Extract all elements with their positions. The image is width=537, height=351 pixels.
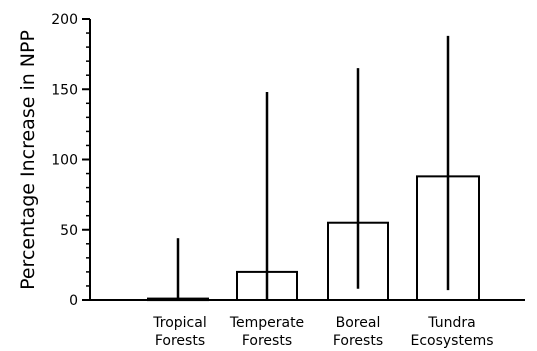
x-category-label-line: Forests [242, 333, 292, 349]
x-category-label: Tropical Forests [152, 315, 206, 349]
x-category-label-line: Ecosystems [410, 333, 493, 349]
x-category-label-line: Forests [155, 333, 205, 349]
x-category-label-line: Forests [333, 333, 383, 349]
y-tick-label: 0 [69, 293, 78, 309]
y-tick-label: 150 [51, 82, 78, 98]
y-tick-label: 50 [60, 223, 78, 239]
x-category-label-line: Boreal [336, 315, 381, 331]
y-tick-label: 200 [51, 12, 78, 28]
y-axis-title: Percentage Increase in NPP [17, 30, 39, 290]
y-tick-label: 100 [51, 153, 78, 169]
plot-area: 0 50 100 150 200 Tropical Forests Temperate Fore… [51, 12, 525, 349]
x-category-label: Tundra Ecosystems [410, 315, 493, 349]
x-category-label-line: Temperate [229, 315, 304, 331]
x-category-label-line: Tundra [427, 315, 475, 331]
x-category-label-line: Tropical [152, 315, 206, 331]
x-category-label: Boreal Forests [333, 315, 383, 349]
x-category-label: Temperate Forests [229, 315, 304, 349]
